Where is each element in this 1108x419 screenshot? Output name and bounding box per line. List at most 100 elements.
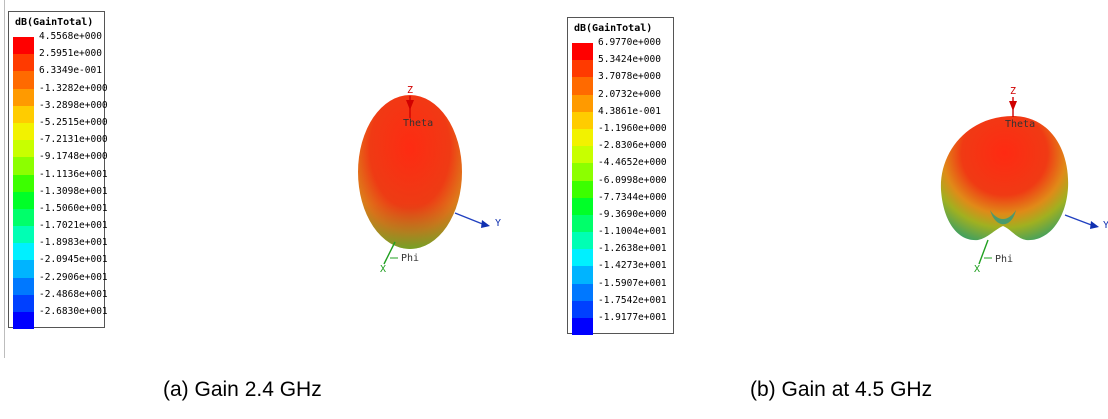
legend-swatch (572, 128, 593, 147)
x-axis-line (978, 239, 989, 265)
phi-label: Phi (401, 253, 419, 264)
legend-value: -3.2898e+000 (39, 99, 108, 111)
legend-value: -1.1960e+000 (598, 122, 667, 134)
legend-value: -1.1136e+001 (39, 168, 108, 180)
legend-value: -2.6830e+001 (39, 306, 108, 317)
y-axis-line (1064, 214, 1095, 227)
legend-value: -2.4868e+001 (39, 288, 108, 300)
legend-value: -2.8306e+000 (598, 140, 667, 152)
theta-label: Theta (1005, 119, 1035, 130)
legend-swatch (572, 146, 593, 164)
legend-swatch (572, 266, 593, 284)
legend-value: 6.9770e+000 (598, 37, 661, 48)
legend-swatch (13, 88, 34, 106)
legend-value: -1.5907e+001 (598, 277, 667, 289)
legend-value: -2.0945e+001 (39, 254, 108, 266)
legend-swatch (13, 277, 34, 295)
legend-value: -1.3282e+000 (39, 82, 108, 94)
legend-value: -9.3690e+000 (598, 208, 667, 220)
legend-value: -7.2131e+000 (39, 134, 108, 146)
legend-swatch (572, 300, 593, 319)
y-axis-line (454, 212, 486, 226)
phi-label: Phi (995, 254, 1013, 265)
radiation-pattern-3d: Z Theta Y X Phi (358, 85, 501, 275)
y-axis-label: Y (495, 218, 501, 229)
legend-value: 2.5951e+000 (39, 48, 102, 60)
legend-value: -1.1004e+001 (598, 226, 667, 238)
z-axis-arrow (406, 100, 414, 110)
legend-value: -1.9177e+001 (598, 312, 667, 323)
legend-swatch (13, 174, 34, 192)
lobe-notch-shading (990, 210, 1016, 225)
caption-b: (b) Gain at 4.5 GHz (750, 378, 933, 401)
legend-value: 3.7078e+000 (598, 71, 661, 83)
legend-value: 6.3349e-001 (39, 65, 102, 77)
legend-value: -1.4273e+001 (598, 260, 667, 272)
legend-swatch (572, 60, 593, 78)
legend-swatch (13, 157, 34, 175)
legend-swatch (572, 111, 593, 130)
legend-swatch (572, 180, 593, 198)
color-legend: dB(GainTotal) 4.5568e+000 2.5951e+000 6.33… (8, 11, 108, 330)
legend-value: -2.2906e+001 (39, 271, 108, 283)
legend-title: dB(GainTotal) (15, 17, 94, 28)
legend-value: 4.5568e+000 (39, 31, 102, 42)
radiation-lobe-shading (358, 95, 462, 249)
legend-swatch (572, 318, 593, 336)
x-axis-marker: X (380, 264, 386, 275)
legend-swatch (13, 105, 34, 124)
x-axis-line (383, 241, 396, 265)
legend-swatch (13, 260, 34, 278)
legend-value: -1.3098e+001 (39, 185, 108, 197)
legend-swatch (13, 140, 34, 158)
legend-value: 4.3861e-001 (598, 105, 661, 117)
legend-swatch (13, 243, 34, 261)
y-axis-label: Y (1103, 220, 1108, 231)
legend-swatch (13, 191, 34, 209)
gain-plot-panel-b: dB(GainTotal) 6.9770e+000 5.3424e+000 3.70… (560, 0, 1108, 360)
legend-value: 5.3424e+000 (598, 54, 661, 66)
legend-value: -1.8983e+001 (39, 237, 108, 249)
legend-value: -6.0998e+000 (598, 174, 667, 186)
color-legend: dB(GainTotal) 6.9770e+000 5.3424e+000 3.70… (567, 17, 674, 336)
legend-swatch (572, 197, 593, 215)
legend-swatch (13, 37, 34, 55)
legend-value: 2.0732e+000 (598, 88, 661, 100)
theta-label: Theta (403, 118, 433, 129)
legend-title: dB(GainTotal) (574, 23, 653, 34)
legend-swatch (572, 77, 593, 95)
legend-value: -1.5060e+001 (39, 202, 108, 214)
radiation-lobe (940, 116, 1069, 241)
z-axis-label: Z (407, 85, 413, 96)
z-axis-arrow (1009, 101, 1017, 111)
x-axis-marker: X (974, 264, 980, 275)
legend-swatch (572, 163, 593, 181)
left-border-line (4, 0, 5, 358)
legend-swatch (572, 249, 593, 267)
legend-swatch (13, 54, 34, 72)
legend-swatch (572, 283, 593, 301)
legend-swatch (13, 71, 34, 89)
legend-swatch (13, 226, 34, 244)
legend-value: -7.7344e+000 (598, 191, 667, 203)
legend-value: -1.2638e+001 (598, 243, 667, 255)
legend-value: -9.1748e+000 (39, 151, 108, 163)
y-axis-arrow (481, 220, 490, 228)
radiation-pattern-3d: Z Theta Y X Phi (940, 86, 1108, 275)
caption-a: (a) Gain 2.4 GHz (163, 378, 322, 401)
legend-value: -1.7542e+001 (598, 294, 667, 306)
legend-value: -5.2515e+000 (39, 116, 108, 128)
legend-swatch (572, 94, 593, 112)
legend-swatch (13, 312, 34, 330)
z-axis-label: Z (1010, 86, 1016, 97)
gain-plot-panel-a: dB(GainTotal) 4.5568e+000 2.5951e+000 6.33… (0, 0, 554, 360)
legend-swatch (572, 43, 593, 61)
legend-swatch (572, 232, 593, 250)
legend-swatch (13, 208, 34, 227)
legend-swatch (572, 214, 593, 233)
legend-swatch (13, 122, 34, 141)
y-axis-arrow (1090, 221, 1099, 229)
legend-value: -4.4652e+000 (598, 157, 667, 169)
legend-swatch (13, 294, 34, 313)
legend-value: -1.7021e+001 (39, 220, 108, 232)
